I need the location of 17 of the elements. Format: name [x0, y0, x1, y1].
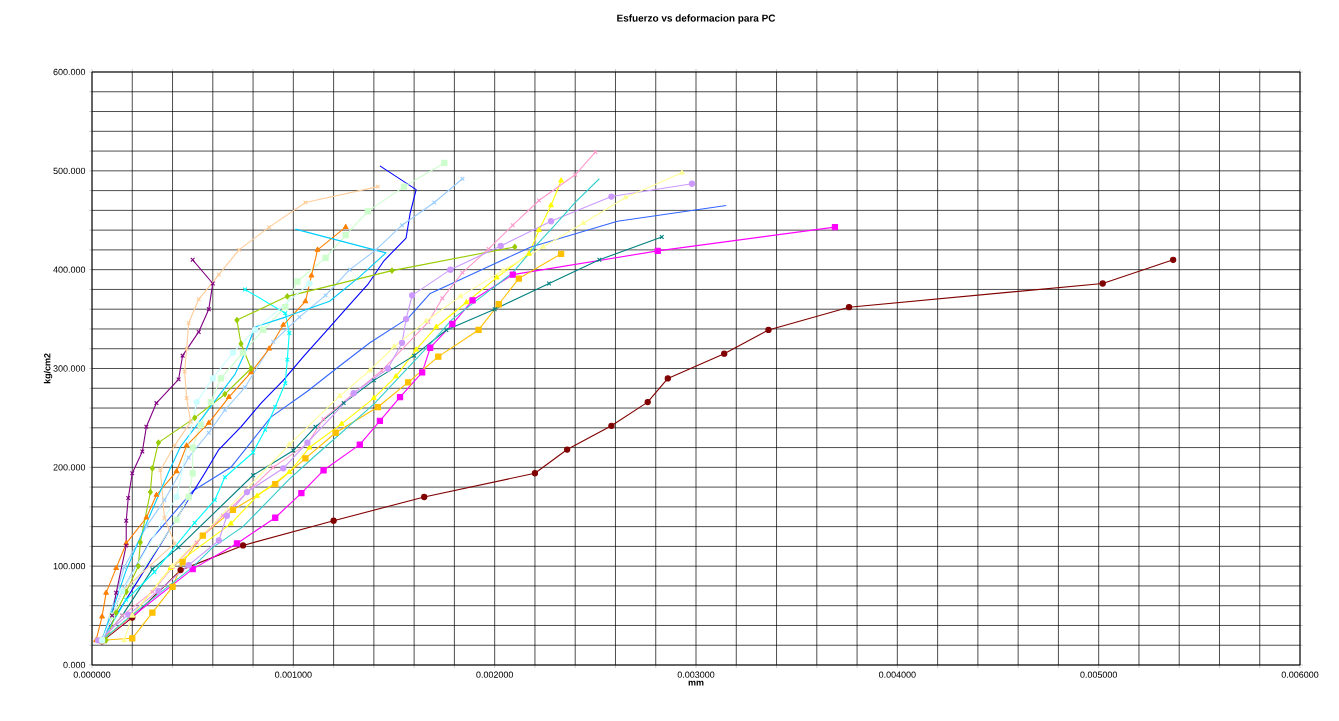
x-tick-label: 0.002000 [476, 671, 514, 678]
y-tick-label: 0.000 [63, 661, 86, 669]
y-tick-label: 600.000 [53, 68, 86, 76]
x-tick-label: 0.000000 [73, 671, 111, 678]
y-tick-label: 300.000 [53, 365, 86, 372]
y-axis-title: kg/cm2 [43, 353, 53, 384]
x-tick-label: 0.004000 [878, 671, 916, 678]
x-tick-label: 0.001000 [274, 671, 312, 678]
y-tick-label: 100.000 [53, 562, 86, 570]
y-tick-label: 200.000 [53, 464, 86, 471]
chart-title: Esfuerzo vs deformacion para PC [617, 14, 776, 24]
x-axis-title: mm [688, 680, 704, 686]
x-tick-label: 0.003000 [677, 671, 715, 678]
y-tick-label: 500.000 [53, 167, 86, 175]
y-tick-label: 400.000 [53, 266, 86, 273]
x-tick-label: 0.005000 [1080, 671, 1118, 678]
x-tick-label: 0.006000 [1281, 671, 1319, 678]
